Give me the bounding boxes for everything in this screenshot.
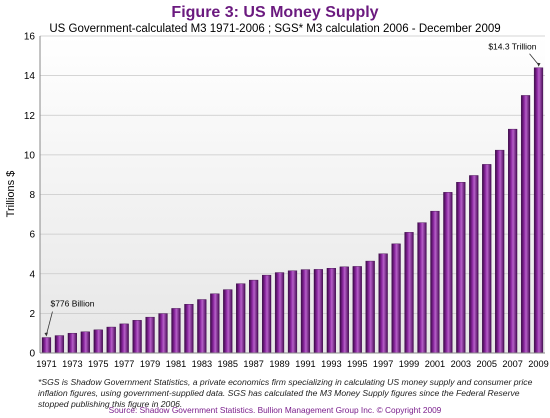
- x-tick-label: 1977: [114, 359, 134, 369]
- bar-1978: [132, 320, 142, 354]
- x-tick-label: 1971: [36, 359, 56, 369]
- annotation-label: $14.3 Trillion: [488, 42, 536, 52]
- annotation-arrowhead: [44, 332, 48, 337]
- x-tick-label: 1999: [399, 359, 419, 369]
- bar-2005: [482, 164, 492, 354]
- bar-2004: [469, 175, 479, 354]
- annotation-arrow: [46, 311, 53, 335]
- bar-1984: [210, 293, 220, 354]
- x-tick-label: 1983: [192, 359, 212, 369]
- annotation-start: $776 Billion: [44, 299, 95, 337]
- axes: [39, 36, 545, 354]
- bar-2008: [520, 95, 531, 354]
- bar-1975: [93, 329, 103, 354]
- y-tick-label: 4: [29, 269, 35, 280]
- bar-1997: [378, 253, 388, 354]
- annotation-label: $776 Billion: [50, 299, 94, 309]
- x-tick-label: 1985: [218, 359, 238, 369]
- annotation-end: $14.3 Trillion: [488, 42, 541, 67]
- x-tick-label: 1987: [243, 359, 263, 369]
- bar-1973: [67, 332, 77, 354]
- bar-1992: [313, 269, 324, 354]
- y-tick-label: 6: [29, 230, 35, 241]
- x-tick-label: 2009: [528, 359, 548, 369]
- bar-1982: [184, 304, 194, 354]
- bar-1996: [365, 260, 375, 354]
- x-tick-label: 2001: [425, 359, 445, 369]
- x-tick-label: 1995: [347, 359, 367, 369]
- bar-1977: [119, 323, 129, 354]
- y-tick-label: 10: [24, 150, 36, 161]
- y-tick-label: 0: [29, 349, 35, 360]
- x-tick-label: 1989: [269, 359, 289, 369]
- bar-1991: [300, 269, 311, 354]
- x-tick-label: 1991: [295, 359, 315, 369]
- bar-1983: [197, 299, 207, 354]
- bar-2001: [430, 210, 440, 354]
- bar-2003: [456, 182, 466, 354]
- x-tick-label: 2007: [502, 359, 522, 369]
- chart-subtitle: US Government-calculated M3 1971-2006 ; …: [49, 23, 501, 35]
- bar-1981: [171, 308, 181, 354]
- chart-title: Figure 3: US Money Supply: [171, 4, 379, 21]
- bar-1993: [326, 268, 336, 354]
- bar-1998: [391, 243, 401, 354]
- footnote: *SGS is Shadow Government Statistics, a …: [38, 377, 533, 409]
- bar-1974: [80, 331, 90, 354]
- x-tick-labels: 1971 1973 1975 1977 1979 1981 1983 1985 1987 1989…: [36, 359, 549, 369]
- bar-1976: [106, 326, 116, 354]
- y-tick-labels: 0 2 4 6 8 10 12 14 16: [24, 32, 36, 360]
- y-tick-label: 2: [29, 309, 35, 320]
- x-tick-label: 1979: [140, 359, 160, 369]
- bar-2007: [508, 128, 518, 354]
- bar-2000: [417, 222, 427, 354]
- x-tick-label: 2005: [477, 359, 497, 369]
- bar-1989: [274, 272, 285, 354]
- bar-1985: [223, 289, 233, 354]
- bar-1990: [287, 270, 298, 354]
- y-tick-label: 12: [24, 111, 36, 122]
- bar-1994: [339, 266, 349, 354]
- bar-2009: [533, 67, 544, 354]
- x-tick-label: 1997: [373, 359, 393, 369]
- annotation-arrow: [529, 53, 539, 65]
- bar-1987: [249, 279, 259, 354]
- y-tick-label: 14: [24, 71, 36, 82]
- y-tick-label: 8: [29, 190, 35, 201]
- x-tick-label: 2003: [451, 359, 471, 369]
- bar-2006: [495, 149, 505, 354]
- y-tick-label: 16: [24, 32, 36, 43]
- y-axis-label: Trillions $: [5, 171, 17, 218]
- annotation-arrowhead: [537, 62, 541, 67]
- x-tick-label: 1993: [321, 359, 341, 369]
- annotations: $776 Billion $14.3 Trillion: [44, 42, 541, 337]
- bar-1986: [236, 283, 246, 354]
- bars: [41, 67, 544, 354]
- bar-1972: [54, 335, 65, 354]
- bar-1971: [41, 337, 52, 354]
- bar-1988: [262, 274, 272, 354]
- bar-2002: [443, 192, 453, 354]
- x-tick-label: 1973: [62, 359, 82, 369]
- bar-1980: [158, 313, 168, 354]
- x-tick-label: 1975: [88, 359, 108, 369]
- source-credit: Source: Shadow Government Statistics. Bu…: [108, 405, 442, 415]
- bar-1979: [145, 316, 155, 354]
- bar-1999: [404, 232, 414, 354]
- x-tick-label: 1981: [166, 359, 186, 369]
- bar-1995: [352, 266, 362, 354]
